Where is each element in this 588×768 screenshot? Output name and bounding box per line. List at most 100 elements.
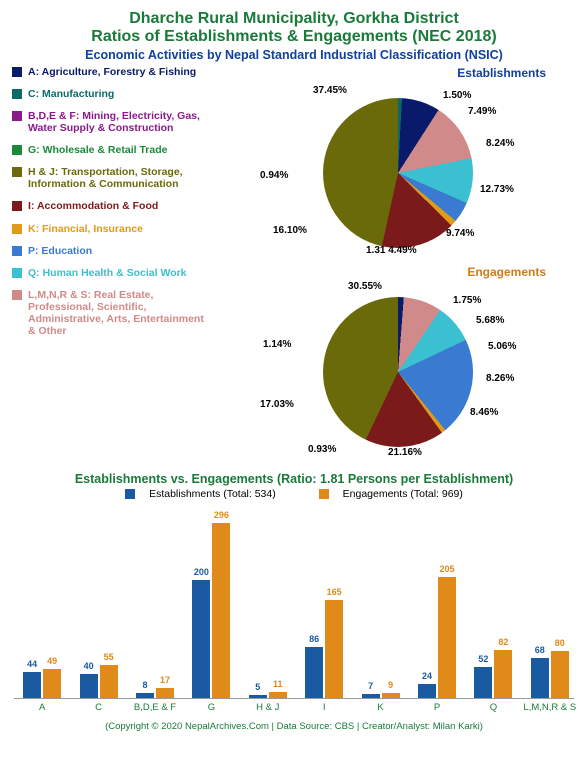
- bar-eng: 55: [100, 665, 118, 698]
- pie-label: 8.46%: [470, 407, 498, 418]
- legend: A: Agriculture, Forestry & Fishing C: Man…: [12, 66, 212, 464]
- bar-group: 5 11 H & J: [248, 692, 288, 699]
- bar-xlabel: K: [377, 702, 383, 713]
- bar-eng: 82: [494, 650, 512, 698]
- bar-xlabel: B,D,E & F: [134, 702, 176, 713]
- title-block: Dharche Rural Municipality, Gorkha Distr…: [12, 10, 576, 62]
- bar-chart: 44 49 A 40 55 C 8 17 B,D,E & F 200 296 G…: [14, 504, 574, 699]
- bar-eng: 296: [212, 523, 230, 698]
- bar-legend1: Establishments (Total: 534): [149, 488, 276, 500]
- bar-group: 68 80 L,M,N,R & S: [530, 651, 570, 698]
- legend-swatch: [12, 111, 22, 121]
- bar-xlabel: C: [95, 702, 102, 713]
- legend-label: H & J: Transportation, Storage, Informat…: [28, 166, 212, 190]
- legend-swatch: [12, 89, 22, 99]
- pie-label: 9.74%: [446, 228, 474, 239]
- bar-est: 86: [305, 647, 323, 698]
- bar-val: 205: [439, 564, 454, 574]
- pie-label: 1.31 4.49%: [366, 245, 417, 256]
- pie-label: 0.94%: [260, 170, 288, 181]
- bar-val: 7: [368, 681, 373, 691]
- bar-est: 44: [23, 672, 41, 698]
- legend-item: H & J: Transportation, Storage, Informat…: [12, 166, 212, 190]
- bar-xlabel: H & J: [256, 702, 279, 713]
- bar-legend2: Engagements (Total: 969): [343, 488, 463, 500]
- legend-item: I: Accommodation & Food: [12, 200, 212, 212]
- legend-item: Q: Human Health & Social Work: [12, 267, 212, 279]
- legend-item: A: Agriculture, Forestry & Fishing: [12, 66, 212, 78]
- bar-est: 68: [531, 658, 549, 698]
- bar-group: 86 165 I: [304, 600, 344, 698]
- pie-label: 1.50%: [443, 90, 471, 101]
- bar-val: 86: [309, 634, 319, 644]
- pie1-title: Establishments: [218, 66, 546, 80]
- pie-label: 37.45%: [313, 85, 347, 96]
- bar-xlabel: Q: [490, 702, 497, 713]
- bar-xlabel: I: [323, 702, 326, 713]
- legend-label: A: Agriculture, Forestry & Fishing: [28, 66, 196, 78]
- bar-xlabel: P: [434, 702, 440, 713]
- bar-group: 44 49 A: [22, 669, 62, 698]
- bar-est: 40: [80, 674, 98, 698]
- bar-eng: 9: [382, 693, 400, 698]
- legend-label: I: Accommodation & Food: [28, 200, 158, 212]
- legend-label: Q: Human Health & Social Work: [28, 267, 187, 279]
- legend-swatch: [12, 246, 22, 256]
- pie-label: 5.68%: [476, 315, 504, 326]
- bar-est: 7: [362, 694, 380, 698]
- bar-val: 52: [478, 654, 488, 664]
- bar-val: 55: [104, 652, 114, 662]
- legend-swatch: [12, 67, 22, 77]
- legend-item: G: Wholesale & Retail Trade: [12, 144, 212, 156]
- bar-group: 40 55 C: [79, 665, 119, 698]
- legend-swatch: [12, 290, 22, 300]
- pie-label: 16.10%: [273, 225, 307, 236]
- legend-label: B,D,E & F: Mining, Electricity, Gas, Wat…: [28, 110, 212, 134]
- footer: (Copyright © 2020 NepalArchives.Com | Da…: [12, 721, 576, 732]
- bar-title: Establishments vs. Engagements (Ratio: 1…: [12, 472, 576, 486]
- bar-val: 5: [255, 682, 260, 692]
- bar-group: 24 205 P: [417, 577, 457, 698]
- pie2-title: Engagements: [218, 265, 546, 279]
- legend-swatch: [12, 268, 22, 278]
- bar-val: 8: [142, 680, 147, 690]
- bar-val: 49: [47, 656, 57, 666]
- legend-item: B,D,E & F: Mining, Electricity, Gas, Wat…: [12, 110, 212, 134]
- bar-val: 80: [555, 638, 565, 648]
- legend-label: C: Manufacturing: [28, 88, 114, 100]
- pie-label: 17.03%: [260, 399, 294, 410]
- legend-swatch: [12, 201, 22, 211]
- bar-est: 24: [418, 684, 436, 698]
- bar-val: 44: [27, 659, 37, 669]
- legend-item: P: Education: [12, 245, 212, 257]
- bar-eng: 49: [43, 669, 61, 698]
- bar-xlabel: L,M,N,R & S: [523, 702, 576, 713]
- legend-label: P: Education: [28, 245, 92, 257]
- pie-label: 21.16%: [388, 447, 422, 458]
- bar-val: 17: [160, 675, 170, 685]
- pie-label: 5.06%: [488, 341, 516, 352]
- bar-val: 296: [214, 510, 229, 520]
- pie-label: 8.26%: [486, 373, 514, 384]
- bar-val: 24: [422, 671, 432, 681]
- subtitle: Economic Activities by Nepal Standard In…: [12, 48, 576, 62]
- bar-est: 5: [249, 695, 267, 698]
- bar-group: 200 296 G: [191, 523, 231, 698]
- bar-legend: Establishments (Total: 534) Engagements …: [12, 488, 576, 502]
- bar-val: 9: [388, 680, 393, 690]
- legend-swatch: [12, 167, 22, 177]
- pie-label: 1.75%: [453, 295, 481, 306]
- bar-group: 7 9 K: [361, 693, 401, 698]
- title-line2: Ratios of Establishments & Engagements (…: [12, 28, 576, 46]
- bar-val: 11: [273, 679, 283, 689]
- bar-xlabel: A: [39, 702, 45, 713]
- bar-group: 52 82 Q: [473, 650, 513, 698]
- bar-val: 82: [498, 637, 508, 647]
- bar-eng: 11: [269, 692, 287, 699]
- bar-val: 200: [194, 567, 209, 577]
- bar-eng: 165: [325, 600, 343, 698]
- bar-group: 8 17 B,D,E & F: [135, 688, 175, 698]
- bar-val: 68: [535, 645, 545, 655]
- pie-label: 0.93%: [308, 444, 336, 455]
- title-line1: Dharche Rural Municipality, Gorkha Distr…: [12, 10, 576, 28]
